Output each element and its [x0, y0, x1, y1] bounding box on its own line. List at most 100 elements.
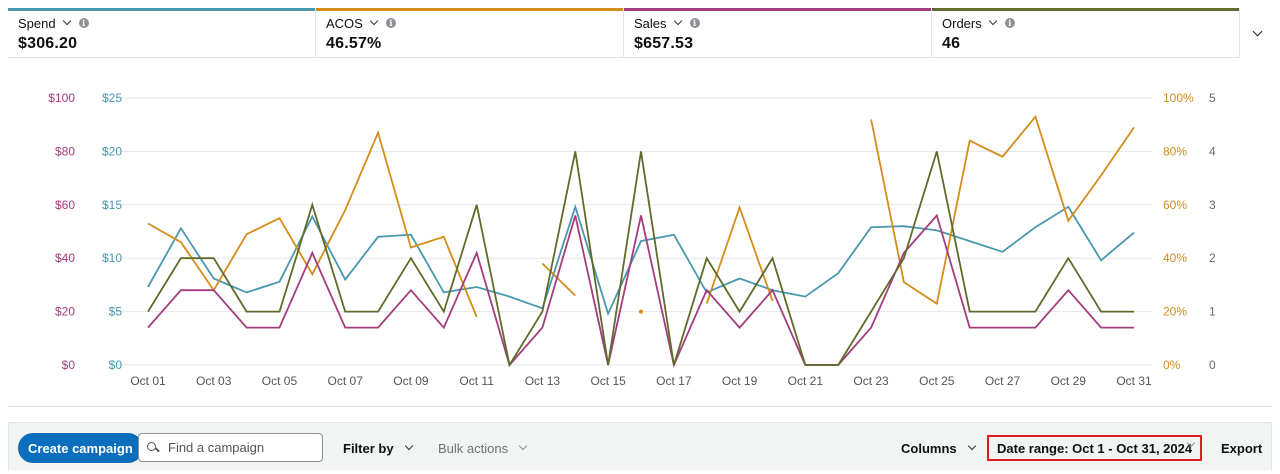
x-tick-label: Oct 23	[853, 374, 889, 388]
x-tick-label: Oct 21	[788, 374, 824, 388]
axis-tick-label-acos: 100%	[1163, 91, 1194, 105]
axis-tick-label-spend: $10	[102, 251, 122, 265]
x-tick-label: Oct 31	[1116, 374, 1152, 388]
metric-card-spend[interactable]: Spend i $306.20	[8, 8, 316, 58]
axis-tick-label-sales: $40	[55, 251, 75, 265]
metric-value: 46	[942, 35, 961, 52]
info-icon[interactable]: i	[78, 18, 89, 28]
columns-label: Columns	[901, 440, 957, 456]
metric-color-bar	[316, 8, 623, 11]
chevron-down-icon	[1252, 26, 1262, 36]
export-button[interactable]: Export	[1221, 433, 1262, 463]
series-point-acos	[639, 309, 643, 314]
axis-tick-label-orders: 1	[1209, 305, 1216, 319]
campaign-toolbar: Create campaign Filter by Bulk actions C…	[8, 422, 1272, 470]
metric-label: Sales	[634, 15, 667, 31]
axis-tick-label-sales: $100	[48, 91, 75, 105]
filter-by-label: Filter by	[343, 440, 394, 456]
create-campaign-button[interactable]: Create campaign	[18, 433, 143, 463]
chevron-down-icon[interactable]	[673, 16, 682, 26]
metric-color-bar	[8, 8, 315, 11]
chevron-down-icon	[518, 441, 528, 451]
info-icon[interactable]: i	[385, 18, 396, 28]
x-tick-label: Oct 13	[525, 374, 561, 388]
axis-tick-label-spend: $5	[109, 305, 123, 319]
x-tick-label: Oct 25	[919, 374, 955, 388]
metric-header: Sales i	[634, 15, 921, 31]
series-line-acos	[147, 130, 478, 318]
x-tick-label: Oct 15	[590, 374, 626, 388]
x-tick-label: Oct 19	[722, 374, 758, 388]
chevron-down-icon[interactable]	[988, 16, 997, 26]
chevron-down-icon	[404, 441, 413, 451]
search-box[interactable]	[138, 433, 323, 462]
metric-color-bar	[624, 8, 931, 11]
metric-cards: Spend i $306.20 ACOS i 46.57% Sales i $6…	[8, 8, 1240, 58]
series-line-acos	[541, 262, 576, 297]
bulk-actions-dropdown[interactable]: Bulk actions	[438, 433, 528, 463]
axis-tick-label-sales: $60	[55, 198, 75, 212]
axis-tick-label-acos: 20%	[1163, 305, 1187, 319]
metric-header: Spend i	[18, 15, 305, 31]
metric-value: $306.20	[18, 35, 78, 52]
metric-value: 46.57%	[326, 35, 382, 52]
info-icon[interactable]: i	[689, 18, 700, 28]
axis-tick-label-acos: 40%	[1163, 251, 1187, 265]
series-line-orders	[147, 151, 1134, 368]
divider	[8, 406, 1272, 407]
metric-value: $657.53	[634, 35, 694, 52]
axis-tick-label-spend: $0	[109, 358, 123, 372]
axis-tick-label-orders: 0	[1209, 358, 1216, 372]
axis-tick-label-orders: 3	[1209, 198, 1216, 212]
x-tick-label: Oct 09	[393, 374, 429, 388]
x-tick-label: Oct 05	[262, 374, 298, 388]
x-tick-label: Oct 01	[130, 374, 166, 388]
metric-label: Spend	[18, 15, 56, 31]
export-label: Export	[1221, 440, 1263, 456]
filter-by-dropdown[interactable]: Filter by	[343, 433, 413, 463]
axis-tick-label-sales: $0	[62, 358, 76, 372]
metric-color-bar	[932, 8, 1239, 11]
axis-tick-label-acos: 80%	[1163, 144, 1187, 158]
expand-metrics-button[interactable]	[1240, 8, 1272, 58]
x-tick-label: Oct 11	[459, 374, 494, 388]
metric-header: Orders i	[942, 15, 1229, 31]
metric-card-acos[interactable]: ACOS i 46.57%	[316, 8, 624, 58]
info-icon[interactable]: i	[1004, 18, 1015, 28]
axis-tick-label-spend: $15	[102, 198, 122, 212]
metric-card-orders[interactable]: Orders i 46	[932, 8, 1240, 58]
chevron-down-icon[interactable]	[62, 16, 71, 26]
x-tick-label: Oct 27	[985, 374, 1021, 388]
axis-tick-label-acos: 0%	[1163, 358, 1181, 372]
date-range-label: Date range: Oct 1 - Oct 31, 2024	[997, 440, 1193, 456]
axis-tick-label-orders: 2	[1209, 251, 1216, 265]
metric-label: Orders	[942, 15, 982, 31]
axis-tick-label-acos: 60%	[1163, 198, 1187, 212]
series-line-acos	[705, 204, 774, 304]
metric-header: ACOS i	[326, 15, 613, 31]
bulk-actions-label: Bulk actions	[438, 440, 509, 456]
series-line-spend	[147, 203, 1135, 317]
series-line-sales	[147, 213, 1134, 368]
chart-svg: $0 $20 $40 $60 $80 $100 $0 $5 $10 $15 $20 $25 0% 20% 4…	[48, 91, 1216, 388]
series-line-acos	[870, 114, 1135, 306]
search-input[interactable]	[168, 440, 318, 455]
axis-tick-label-sales: $80	[55, 144, 75, 158]
x-tick-label: Oct 17	[656, 374, 692, 388]
axis-tick-label-spend: $20	[102, 144, 122, 158]
axis-tick-label-orders: 4	[1209, 144, 1216, 158]
x-tick-label: Oct 03	[196, 374, 232, 388]
axis-tick-label-spend: $25	[102, 91, 122, 105]
chevron-down-icon	[967, 441, 976, 451]
axis-tick-label-sales: $20	[55, 305, 75, 319]
metric-label: ACOS	[326, 15, 363, 31]
x-tick-label: Oct 29	[1051, 374, 1087, 388]
axis-tick-label-orders: 5	[1209, 91, 1216, 105]
x-tick-label: Oct 07	[328, 374, 364, 388]
date-range-dropdown[interactable]: Date range: Oct 1 - Oct 31, 2024	[987, 435, 1203, 461]
metric-card-sales[interactable]: Sales i $657.53	[624, 8, 932, 58]
search-icon	[147, 441, 160, 454]
chevron-down-icon[interactable]	[369, 16, 379, 26]
columns-dropdown[interactable]: Columns	[901, 433, 976, 463]
performance-chart: $0 $20 $40 $60 $80 $100 $0 $5 $10 $15 $20 $25 0% 20% 4…	[0, 66, 1280, 406]
